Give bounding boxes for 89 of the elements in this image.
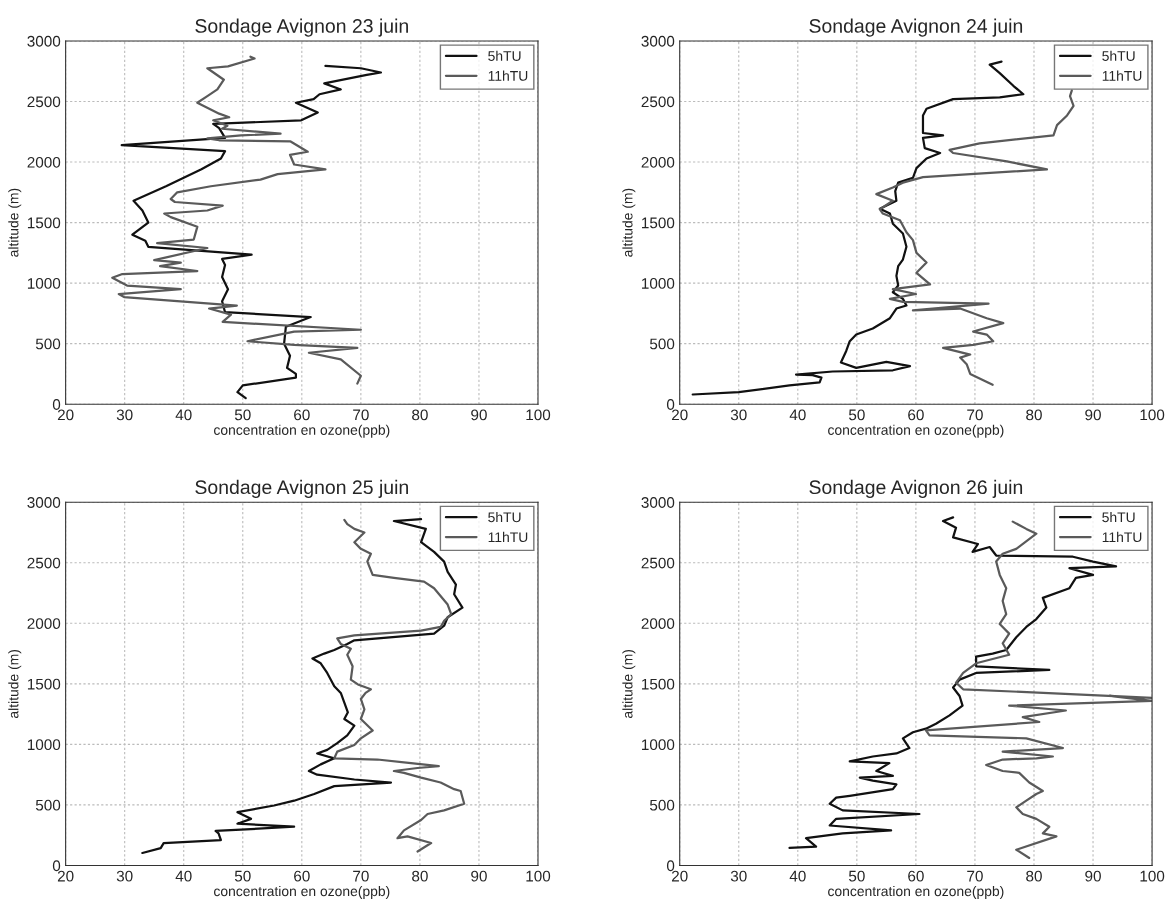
line-series: [333, 518, 466, 853]
x-axis-title: concentration en ozone(ppb): [214, 424, 390, 438]
x-tick-label: 100: [526, 870, 551, 882]
x-tick-label: 40: [789, 409, 806, 421]
y-tick-label: 2500: [27, 96, 61, 108]
x-tick-label: 80: [412, 409, 428, 421]
y-tick-label: 3000: [641, 35, 675, 47]
y-tick-label: 1500: [27, 678, 61, 690]
y-tick-label: 1500: [27, 217, 61, 229]
x-tick-label: 70: [967, 870, 983, 882]
x-tick-label: 50: [234, 870, 251, 882]
y-axis-title: altitude (m): [8, 649, 22, 718]
x-tick-label: 30: [116, 870, 133, 882]
x-axis-title: concentration en ozone(ppb): [828, 885, 1004, 899]
x-tick-label: 50: [234, 409, 251, 421]
x-tick-label: 30: [730, 870, 747, 882]
legend-label: 11hTU: [488, 531, 528, 543]
line-series: [111, 55, 362, 385]
y-tick-label: 1000: [642, 277, 675, 289]
line-series: [691, 60, 1025, 396]
y-tick-label: 1000: [642, 739, 675, 751]
legend-label: 5hTU: [488, 50, 521, 61]
x-tick-label: 80: [412, 870, 428, 882]
line-series: [141, 518, 464, 855]
y-tick-label: 1000: [27, 277, 61, 289]
x-tick-label: 30: [116, 409, 133, 421]
y-axis-title: altitude (m): [622, 649, 636, 718]
y-tick-label: 3000: [641, 497, 675, 508]
y-tick-label: 2000: [27, 156, 61, 168]
y-tick-label: 2000: [641, 156, 675, 168]
y-tick-label: 0: [666, 860, 675, 872]
x-tick-label: 20: [671, 409, 688, 421]
x-tick-label: 70: [967, 409, 983, 421]
y-tick-label: 1000: [27, 739, 61, 751]
chart-title: Sondage Avignon 26 juin: [809, 479, 1023, 498]
y-tick-label: 500: [649, 799, 675, 811]
y-tick-label: 500: [35, 338, 61, 350]
y-axis-title: altitude (m): [622, 188, 636, 257]
x-axis-title: concentration en ozone(ppb): [828, 424, 1004, 438]
y-tick-label: 2500: [641, 557, 675, 569]
x-tick-label: 60: [908, 409, 924, 421]
x-tick-label: 50: [848, 409, 865, 421]
y-tick-label: 1500: [642, 217, 675, 229]
chart-title: Sondage Avignon 23 juin: [195, 18, 408, 37]
x-tick-label: 20: [671, 870, 688, 882]
chart-title: Sondage Avignon 24 juin: [809, 18, 1023, 37]
x-tick-label: 100: [526, 409, 551, 421]
x-axis-title: concentration en ozone(ppb): [214, 885, 390, 899]
x-tick-label: 80: [1026, 409, 1042, 421]
x-tick-label: 70: [353, 870, 369, 882]
x-tick-label: 50: [848, 870, 865, 882]
x-tick-label: 70: [353, 409, 369, 421]
y-tick-label: 0: [52, 860, 61, 872]
y-tick-label: 500: [35, 799, 61, 811]
y-tick-label: 3000: [27, 497, 61, 508]
x-tick-label: 40: [789, 870, 806, 882]
x-tick-label: 60: [294, 870, 310, 882]
y-tick-label: 500: [649, 338, 675, 350]
x-tick-label: 100: [1140, 409, 1165, 421]
legend-label: 5hTU: [1102, 50, 1135, 61]
legend-label: 5hTU: [488, 511, 521, 523]
x-tick-label: 90: [471, 409, 487, 421]
line-series: [120, 64, 383, 400]
y-tick-label: 2500: [27, 557, 61, 569]
x-tick-label: 80: [1026, 870, 1042, 882]
x-tick-label: 100: [1140, 870, 1165, 882]
legend-label: 5hTU: [1102, 511, 1135, 523]
y-tick-label: 0: [666, 399, 675, 410]
y-tick-label: 2500: [641, 96, 675, 108]
y-tick-label: 3000: [27, 35, 61, 47]
y-axis-title: altitude (m): [8, 188, 22, 257]
x-tick-label: 90: [471, 870, 487, 882]
y-tick-label: 2000: [641, 618, 675, 630]
chart-title: Sondage Avignon 25 juin: [195, 479, 408, 498]
x-tick-label: 20: [57, 409, 74, 421]
x-tick-label: 60: [908, 870, 924, 882]
x-tick-label: 20: [57, 870, 74, 882]
legend-label: 11hTU: [1102, 70, 1142, 81]
x-tick-label: 60: [294, 409, 310, 421]
x-tick-label: 40: [175, 870, 192, 882]
y-tick-label: 2000: [27, 618, 61, 630]
x-tick-label: 90: [1085, 870, 1101, 882]
x-tick-label: 40: [175, 409, 192, 421]
legend-label: 11hTU: [1102, 531, 1142, 543]
legend-label: 11hTU: [488, 70, 528, 81]
y-tick-label: 0: [52, 399, 61, 410]
y-tick-label: 1500: [642, 678, 675, 690]
x-tick-label: 90: [1085, 409, 1101, 421]
x-tick-label: 30: [730, 409, 747, 421]
